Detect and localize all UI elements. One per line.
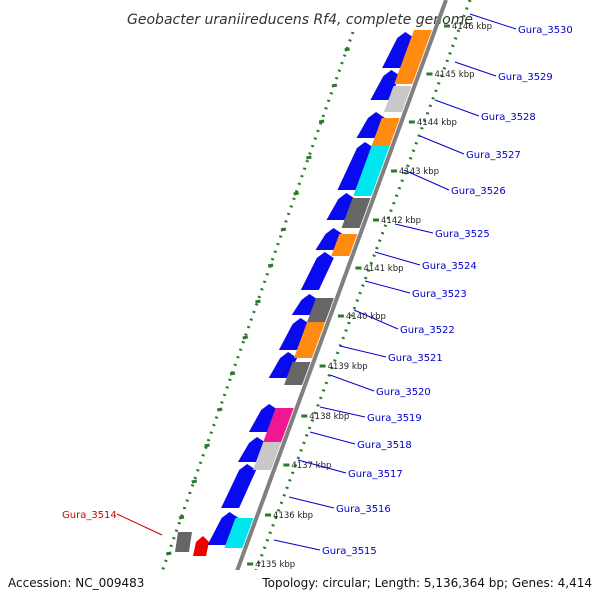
gene-block bbox=[394, 30, 433, 84]
gene-label: Gura_3518 bbox=[357, 440, 412, 451]
label-leader-line bbox=[339, 345, 387, 358]
kbp-tick-label: 4135 kbp bbox=[255, 560, 295, 570]
label-leader-line bbox=[434, 99, 480, 117]
guide-dash bbox=[267, 263, 274, 268]
guide-dash bbox=[331, 83, 338, 88]
guide-dash bbox=[204, 443, 210, 448]
label-leader-line bbox=[353, 309, 399, 330]
kbp-tick-label: 4143 kbp bbox=[399, 167, 439, 177]
guide-dash bbox=[229, 371, 236, 376]
gene-label: Gura_3519 bbox=[367, 413, 422, 424]
gene-block-forward bbox=[370, 70, 401, 100]
label-leader-line bbox=[419, 135, 465, 155]
gene-label: Gura_3521 bbox=[388, 353, 443, 364]
gene-label: Gura_3523 bbox=[412, 289, 467, 300]
gene-label: Gura_3520 bbox=[376, 387, 431, 398]
label-leader-line bbox=[403, 169, 450, 191]
gene-block-forward bbox=[221, 464, 257, 508]
map-title: Geobacter uraniireducens Rf4, complete g… bbox=[127, 12, 473, 28]
guide-dash bbox=[216, 407, 223, 412]
gene-block-forward bbox=[278, 318, 310, 350]
gene-label: Gura_3528 bbox=[481, 112, 536, 123]
gene-block bbox=[331, 234, 358, 256]
gene-label: Gura_3526 bbox=[451, 186, 506, 197]
guide-dash bbox=[191, 479, 198, 484]
gene-label: Gura_3527 bbox=[466, 150, 521, 161]
guide-dash bbox=[306, 155, 312, 160]
gene-block-forward bbox=[300, 252, 334, 290]
guide-dash bbox=[318, 119, 325, 124]
label-leader-line bbox=[116, 513, 163, 536]
gene-labels: Gura_3530 Gura_3529 Gura_3528 Gura_3527 Gura… bbox=[62, 25, 573, 557]
gene-block bbox=[293, 322, 326, 358]
gene-block bbox=[224, 518, 254, 548]
gene-block bbox=[353, 146, 390, 196]
gene-label: Gura_3516 bbox=[336, 504, 391, 515]
kbp-ticks: 4146 kbp 4145 kbp 4144 kbp 4143 kbp 4142 kbp… bbox=[247, 22, 492, 570]
gene-label: Gura_3514 bbox=[62, 510, 117, 521]
gene-block bbox=[252, 442, 282, 470]
kbp-tick-label: 4139 kbp bbox=[328, 362, 368, 372]
label-leader-line bbox=[374, 251, 421, 266]
dotted-guides bbox=[150, 0, 472, 600]
gene-block bbox=[371, 118, 400, 146]
kbp-tick-label: 4145 kbp bbox=[434, 70, 474, 80]
gene-block-forward bbox=[248, 404, 279, 432]
label-leader-line bbox=[273, 539, 321, 551]
gene-label: Gura_3529 bbox=[498, 72, 553, 83]
label-leader-line bbox=[288, 496, 335, 509]
gene-block-forward bbox=[207, 512, 239, 545]
kbp-tick-label: 4138 kbp bbox=[309, 412, 349, 422]
label-leaders bbox=[116, 13, 517, 551]
gene-label: Gura_3515 bbox=[322, 546, 377, 557]
guide-dash bbox=[178, 515, 185, 520]
backbone-line bbox=[224, 0, 448, 600]
gene-block bbox=[262, 408, 294, 444]
gene-track bbox=[175, 30, 433, 598]
kbp-tick-label: 4141 kbp bbox=[363, 264, 403, 274]
gene-block bbox=[384, 86, 412, 112]
accession-text: Accession: NC_009483 bbox=[8, 576, 144, 590]
gene-block-gura3514-neighbor bbox=[175, 532, 192, 552]
kbp-tick-label: 4140 kbp bbox=[346, 312, 386, 322]
gene-block-gura3514 bbox=[193, 536, 209, 556]
label-leader-line bbox=[297, 459, 347, 474]
label-leader-line bbox=[329, 374, 375, 392]
label-leader-line bbox=[309, 431, 356, 445]
label-leader-line bbox=[454, 61, 497, 77]
gene-block bbox=[341, 198, 371, 228]
gene-label: Gura_3517 bbox=[348, 469, 403, 480]
gene-block-forward bbox=[337, 142, 375, 190]
footer-background bbox=[0, 570, 600, 600]
gene-label: Gura_3522 bbox=[400, 325, 455, 336]
kbp-tick-label: 4136 kbp bbox=[273, 511, 313, 521]
guide-dash bbox=[293, 191, 299, 196]
gene-label: Gura_3530 bbox=[518, 25, 573, 36]
kbp-tick-label: 4146 kbp bbox=[452, 22, 492, 32]
label-leader-line bbox=[469, 13, 517, 30]
gene-block bbox=[284, 362, 311, 385]
guide-dash bbox=[344, 47, 350, 52]
genome-backbone bbox=[224, 0, 448, 600]
label-leader-line bbox=[319, 406, 366, 418]
label-leader-line bbox=[364, 280, 411, 294]
gene-block-forward bbox=[326, 193, 356, 220]
guide-dash bbox=[255, 299, 261, 304]
guide-dash bbox=[165, 551, 172, 556]
kbp-tick-label: 4144 kbp bbox=[417, 118, 457, 128]
gene-block bbox=[307, 298, 334, 322]
label-leader-line bbox=[394, 223, 434, 234]
kbp-tick-label: 4142 kbp bbox=[381, 216, 421, 226]
right-dotted-guide bbox=[243, 0, 472, 600]
guide-dash bbox=[242, 335, 249, 340]
kbp-tick-label: 4137 kbp bbox=[291, 461, 331, 471]
gene-label: Gura_3524 bbox=[422, 261, 477, 272]
guide-dash bbox=[280, 227, 287, 232]
gene-label: Gura_3525 bbox=[435, 229, 490, 240]
topology-text: Topology: circular; Length: 5,136,364 bp… bbox=[261, 576, 592, 590]
gene-block-forward bbox=[382, 32, 415, 68]
